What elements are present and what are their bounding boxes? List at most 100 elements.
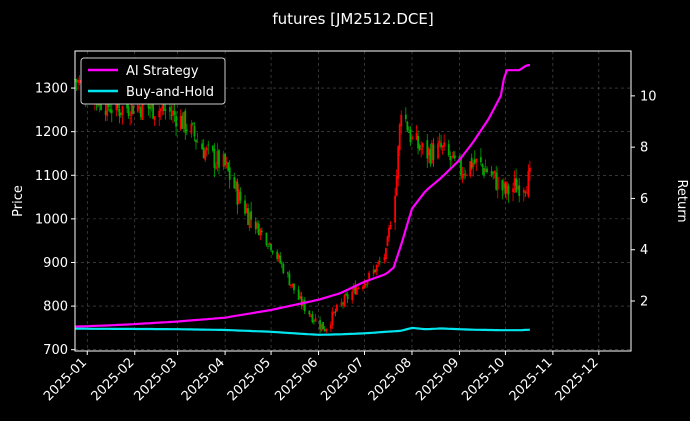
chart-title: futures [JM2512.DCE] xyxy=(272,10,433,28)
candle-body xyxy=(227,162,230,171)
candle-body xyxy=(411,136,413,140)
candle-body xyxy=(290,284,292,286)
candle-body xyxy=(432,144,435,161)
candle-body xyxy=(418,145,421,150)
candle-body xyxy=(386,236,389,247)
candle-body xyxy=(303,299,306,312)
candle-body xyxy=(483,167,485,176)
candle-body xyxy=(495,172,498,190)
legend-label-ai-strategy: AI Strategy xyxy=(126,64,199,79)
candle-body xyxy=(449,155,452,161)
candle-body xyxy=(141,99,144,120)
candle-body xyxy=(173,110,176,115)
candle-body xyxy=(513,178,516,186)
candle-body xyxy=(247,208,249,225)
candle-body xyxy=(109,108,112,113)
candle-body xyxy=(437,143,439,159)
candle-body xyxy=(116,102,119,109)
candle-body xyxy=(311,314,314,323)
candle-body xyxy=(288,274,291,286)
candle-body xyxy=(366,280,369,285)
legend-label-buy-and-hold: Buy-and-Hold xyxy=(126,85,214,100)
candle-body xyxy=(170,114,173,116)
candle-body xyxy=(309,315,312,317)
candle-body xyxy=(385,247,387,260)
candle-body xyxy=(195,139,197,143)
series-line-buy-and-hold xyxy=(75,326,530,336)
candle-body xyxy=(132,105,135,114)
candle-body xyxy=(207,144,210,146)
candle-body xyxy=(192,123,194,125)
y-tick-label: 1300 xyxy=(35,82,68,97)
candle-body xyxy=(224,153,227,166)
candle-body xyxy=(438,140,441,144)
y-tick-label: 900 xyxy=(43,256,68,271)
y2-tick-label: 6 xyxy=(640,192,648,207)
y-tick-label: 700 xyxy=(43,343,68,358)
y2-tick-label: 10 xyxy=(640,89,657,104)
candle-body xyxy=(184,110,187,133)
candle-body xyxy=(475,158,478,163)
candle-body xyxy=(342,303,344,304)
candle-body xyxy=(130,102,133,116)
candle-body xyxy=(377,262,380,264)
candle-body xyxy=(529,167,531,172)
return-lines xyxy=(74,63,530,336)
candle-body xyxy=(470,157,473,169)
candle-body xyxy=(104,110,107,115)
candle-body xyxy=(427,148,430,156)
candle-body xyxy=(525,192,528,194)
candle-body xyxy=(77,80,79,83)
candle-body xyxy=(378,261,381,262)
candle-body xyxy=(334,311,337,313)
candle-body xyxy=(518,185,521,197)
candle-body xyxy=(464,173,467,177)
y-tick-label: 1000 xyxy=(35,212,68,227)
candle-body xyxy=(211,145,214,151)
candle-body xyxy=(352,286,355,291)
candle-body xyxy=(293,283,295,291)
candle-body xyxy=(404,114,407,120)
candle-body xyxy=(169,107,171,112)
candle-body xyxy=(120,112,122,115)
candle-body xyxy=(181,115,184,129)
candle-body xyxy=(139,107,142,118)
candle-body xyxy=(147,104,150,109)
candle-body xyxy=(430,142,433,164)
candle-body xyxy=(368,272,370,279)
candle-body xyxy=(504,183,507,194)
candle-body xyxy=(357,287,360,289)
candle-body xyxy=(320,323,323,331)
candle-body xyxy=(354,285,357,295)
candle-body xyxy=(175,115,177,127)
candle-body xyxy=(190,123,193,134)
candle-body xyxy=(271,250,274,253)
candle-body xyxy=(481,164,484,167)
candle-body xyxy=(110,110,113,113)
candle-body xyxy=(213,148,216,168)
candle-body xyxy=(408,132,410,133)
candle-body xyxy=(453,155,456,159)
candle-body xyxy=(524,191,527,193)
candle-body xyxy=(395,175,398,196)
candle-body xyxy=(270,244,272,251)
candle-body xyxy=(159,108,162,112)
candle-body xyxy=(493,170,496,173)
candle-body xyxy=(205,147,208,151)
candle-body xyxy=(325,328,328,332)
candle-body xyxy=(486,168,488,173)
candle-body xyxy=(248,212,251,228)
candle-body xyxy=(492,172,495,174)
candle-body xyxy=(267,245,269,247)
candle-body xyxy=(314,318,317,322)
candle-body xyxy=(323,329,326,332)
candle-body xyxy=(287,272,289,274)
candle-body xyxy=(426,140,429,159)
candle-body xyxy=(372,269,375,275)
candle-body xyxy=(375,265,378,272)
candle-body xyxy=(138,106,141,109)
y-axis-label: Price xyxy=(11,185,26,217)
candle-body xyxy=(502,181,505,189)
candle-body xyxy=(245,208,248,213)
